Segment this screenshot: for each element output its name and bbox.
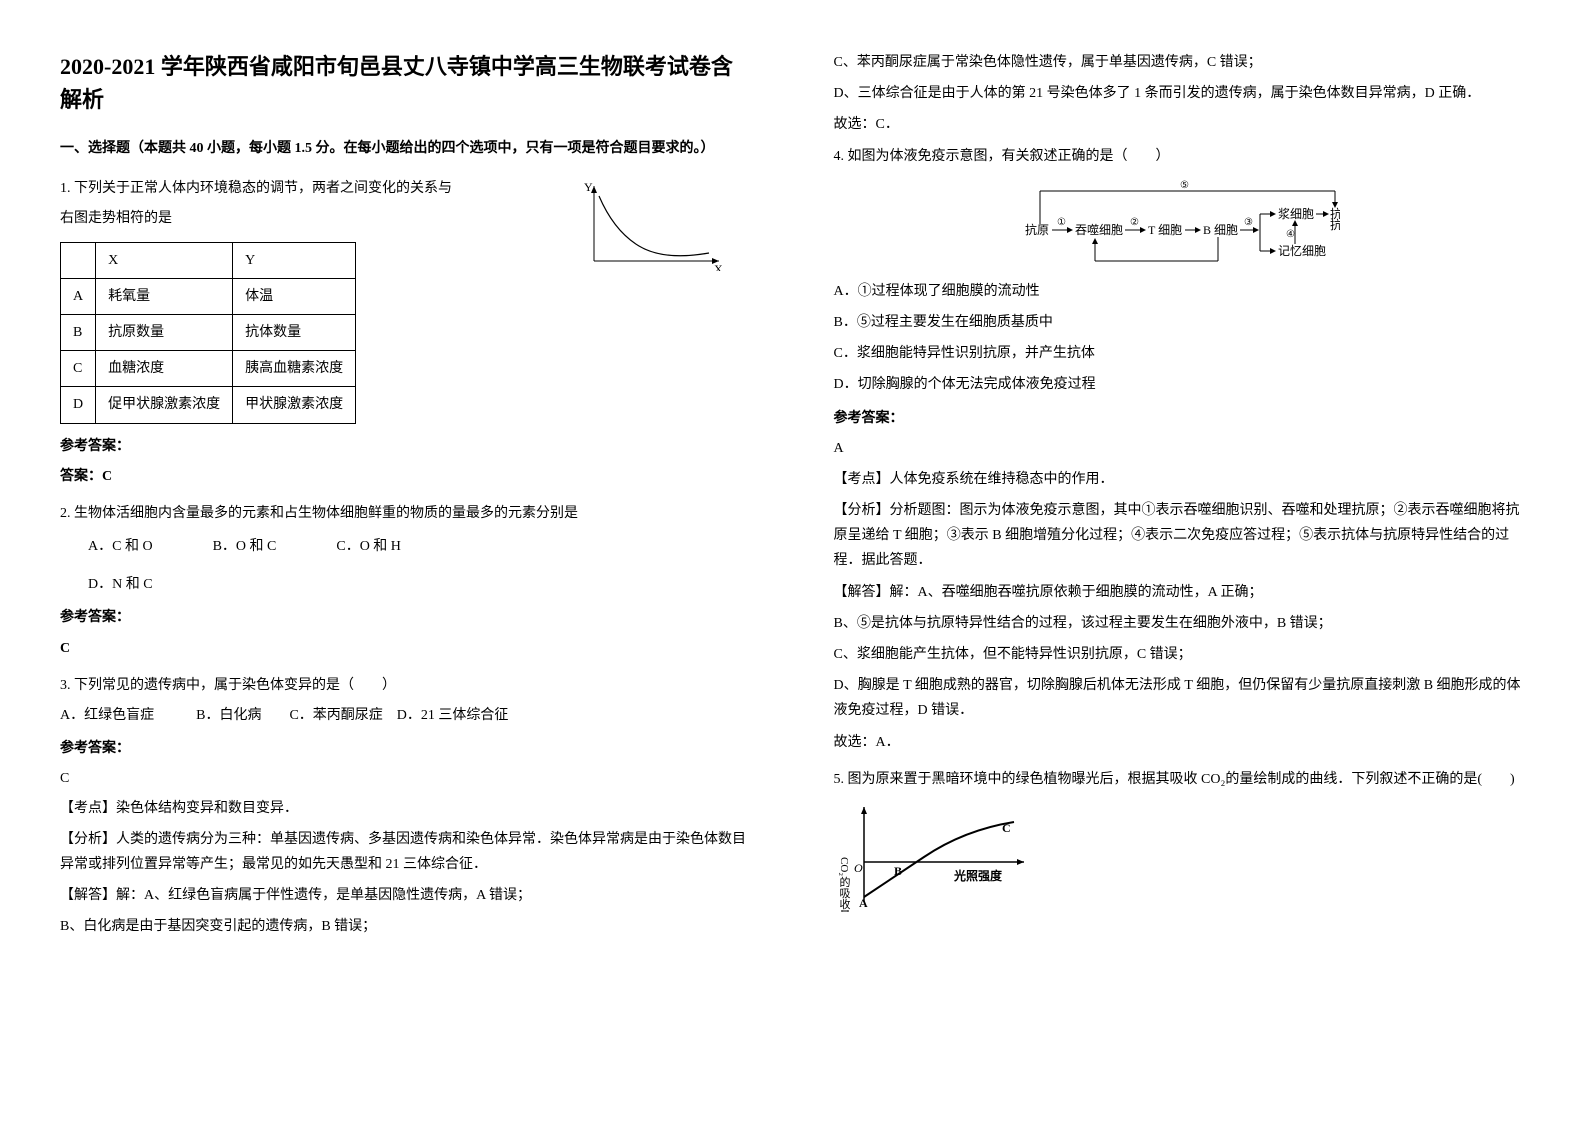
q2-text: 2. 生物体活细胞内含量最多的元素和占生物体细胞鲜重的物质的量最多的元素分别是 bbox=[60, 501, 754, 526]
q3-jieda1: 【解答】解：A、红绿色盲病属于伴性遗传，是单基因隐性遗传病，A 错误； bbox=[60, 883, 754, 908]
q4-answer: A bbox=[834, 436, 1528, 461]
q5-text: 5. 图为原来置于黑暗环境中的绿色植物曝光后，根据其吸收 CO₂的量绘制成的曲线… bbox=[834, 767, 1528, 792]
section-heading: 一、选择题（本题共 40 小题，每小题 1.5 分。在每小题给出的四个选项中，只… bbox=[60, 136, 754, 161]
q4-jieda0: 【解答】解：A、吞噬细胞吞噬抗原依赖于细胞膜的流动性，A 正确； bbox=[834, 580, 1528, 605]
q3-answer: C bbox=[60, 766, 754, 791]
table-cell: 耗氧量 bbox=[96, 278, 233, 314]
left-column: 2020-2021 学年陕西省咸阳市旬邑县丈八寺镇中学高三生物联考试卷含解析 一… bbox=[0, 0, 794, 1122]
q2-opt-b: B．O 和 C bbox=[213, 534, 277, 559]
q5-O: O bbox=[854, 861, 863, 875]
q4-jieda3: D、胸腺是 T 细胞成熟的器官，切除胸腺后机体无法形成 T 细胞，但仍保留有少量… bbox=[834, 673, 1528, 723]
svg-text:抗体: 抗体 bbox=[1330, 206, 1340, 221]
q4-opt-b: B．⑤过程主要发生在细胞质基质中 bbox=[834, 310, 1528, 335]
q4-text: 4. 如图为体液免疫示意图，有关叙述正确的是（ ） bbox=[834, 144, 1528, 169]
q5-B: B bbox=[894, 864, 902, 878]
lbl-phago: 吞噬细胞 bbox=[1075, 222, 1123, 237]
lbl-n3: ③ bbox=[1244, 217, 1253, 228]
table-cell: 甲状腺激素浓度 bbox=[233, 387, 356, 423]
q3-jieda3: C、苯丙酮尿症属于常染色体隐性遗传，属于单基因遗传病，C 错误； bbox=[834, 50, 1528, 75]
table-cell: 抗原数量 bbox=[96, 314, 233, 350]
q2-opt-a: A．C 和 O bbox=[88, 534, 153, 559]
table-cell: 血糖浓度 bbox=[96, 351, 233, 387]
q3-options: A．红绿色盲症 B．白化病 C．苯丙酮尿症 D．21 三体综合征 bbox=[60, 703, 754, 728]
answer-value: C bbox=[102, 469, 112, 484]
q2-options: A．C 和 O B．O 和 C C．O 和 H bbox=[60, 534, 754, 564]
q5-ylabel: CO₂的吸收量 bbox=[838, 857, 851, 912]
answer-label: 参考答案： bbox=[834, 406, 1528, 431]
lbl-n1: ① bbox=[1057, 217, 1066, 228]
q2-opt-d: D．N 和 C bbox=[60, 572, 754, 597]
answer-label: 参考答案： bbox=[60, 605, 754, 630]
lbl-n4: ④ bbox=[1286, 229, 1295, 240]
q4-fenxi: 【分析】分析题图：图示为体液免疫示意图，其中①表示吞噬细胞识别、吞噬和处理抗原；… bbox=[834, 498, 1528, 574]
q1-ylabel: Y bbox=[584, 181, 593, 194]
table-cell: 胰高血糖素浓度 bbox=[233, 351, 356, 387]
q2-opt-c: C．O 和 H bbox=[336, 534, 401, 559]
lbl-plasma: 浆细胞 bbox=[1278, 206, 1314, 221]
q5-C: C bbox=[1002, 821, 1011, 835]
q4-jieda2: C、浆细胞能产生抗体，但不能特异性识别抗原，C 错误； bbox=[834, 642, 1528, 667]
q4-jieda1: B、⑤是抗体与抗原特异性结合的过程，该过程主要发生在细胞外液中，B 错误； bbox=[834, 611, 1528, 636]
q2-answer: C bbox=[60, 636, 754, 661]
q1-table: X Y A 耗氧量 体温 B 抗原数量 抗体数量 C 血糖浓度 胰高血糖素浓度 … bbox=[60, 242, 356, 424]
q1-answer: 答案：C bbox=[60, 464, 754, 489]
q3-jieda2: B、白化病是由于基因突变引起的遗传病，B 错误； bbox=[60, 914, 754, 939]
question-1: 1. 下列关于正常人体内环境稳态的调节，两者之间变化的关系与 右图走势相符的是 … bbox=[60, 176, 754, 489]
q4-opt-c: C．浆细胞能特异性识别抗原，并产生抗体 bbox=[834, 341, 1528, 366]
q3-text: 3. 下列常见的遗传病中，属于染色体变异的是（ ） bbox=[60, 673, 754, 698]
q3-kaodian: 【考点】染色体结构变异和数目变异． bbox=[60, 796, 754, 821]
answer-label: 参考答案： bbox=[60, 736, 754, 761]
q5-graph: CO₂的吸收量 光照强度 A B C O bbox=[834, 802, 1034, 912]
question-4: 4. 如图为体液免疫示意图，有关叙述正确的是（ ） 抗原 ① 吞噬细胞 ② T … bbox=[834, 144, 1528, 755]
q3-fenxi: 【分析】人类的遗传病分为三种：单基因遗传病、多基因遗传病和染色体异常．染色体异常… bbox=[60, 827, 754, 877]
exam-title: 2020-2021 学年陕西省咸阳市旬邑县丈八寺镇中学高三生物联考试卷含解析 bbox=[60, 50, 754, 116]
table-cell: Y bbox=[233, 242, 356, 278]
q1-xlabel: X bbox=[714, 262, 723, 271]
q3-jieda4: D、三体综合征是由于人体的第 21 号染色体多了 1 条而引发的遗传病，属于染色… bbox=[834, 81, 1528, 106]
table-cell: 抗体数量 bbox=[233, 314, 356, 350]
q4-kaodian: 【考点】人体免疫系统在维持稳态中的作用． bbox=[834, 467, 1528, 492]
table-cell bbox=[61, 242, 96, 278]
table-cell: 体温 bbox=[233, 278, 356, 314]
right-column: C、苯丙酮尿症属于常染色体隐性遗传，属于单基因遗传病，C 错误； D、三体综合征… bbox=[794, 0, 1587, 1122]
lbl-n5: ⑤ bbox=[1180, 180, 1189, 191]
table-cell: X bbox=[96, 242, 233, 278]
lbl-bcell: B 细胞 bbox=[1203, 223, 1238, 237]
table-cell: D bbox=[61, 387, 96, 423]
table-cell: C bbox=[61, 351, 96, 387]
q4-opt-a: A．①过程体现了细胞膜的流动性 bbox=[834, 279, 1528, 304]
question-5: 5. 图为原来置于黑暗环境中的绿色植物曝光后，根据其吸收 CO₂的量绘制成的曲线… bbox=[834, 767, 1528, 926]
question-2: 2. 生物体活细胞内含量最多的元素和占生物体细胞鲜重的物质的量最多的元素分别是 … bbox=[60, 501, 754, 661]
q4-opt-d: D．切除胸腺的个体无法完成体液免疫过程 bbox=[834, 372, 1528, 397]
lbl-memory: 记忆细胞 bbox=[1278, 244, 1326, 258]
lbl-tcell: T 细胞 bbox=[1148, 223, 1182, 237]
table-cell: B bbox=[61, 314, 96, 350]
q5-xlabel: 光照强度 bbox=[953, 868, 1003, 883]
lbl-n2: ② bbox=[1130, 217, 1139, 228]
q4-diagram: 抗原 ① 吞噬细胞 ② T 细胞 B 细胞 ③ 浆细胞 抗体 抗体 记忆细胞 ④ bbox=[1020, 179, 1340, 269]
q4-guxuan: 故选：A． bbox=[834, 730, 1528, 755]
table-cell: 促甲状腺激素浓度 bbox=[96, 387, 233, 423]
table-cell: A bbox=[61, 278, 96, 314]
lbl-antigen: 抗原 bbox=[1025, 222, 1049, 237]
q5-A: A bbox=[859, 896, 868, 910]
answer-prefix: 答案： bbox=[60, 469, 102, 484]
answer-label: 参考答案： bbox=[60, 434, 754, 459]
question-3: 3. 下列常见的遗传病中，属于染色体变异的是（ ） A．红绿色盲症 B．白化病 … bbox=[60, 673, 754, 940]
q3-guxuan: 故选：C． bbox=[834, 112, 1528, 137]
q1-graph: X Y bbox=[584, 181, 724, 271]
